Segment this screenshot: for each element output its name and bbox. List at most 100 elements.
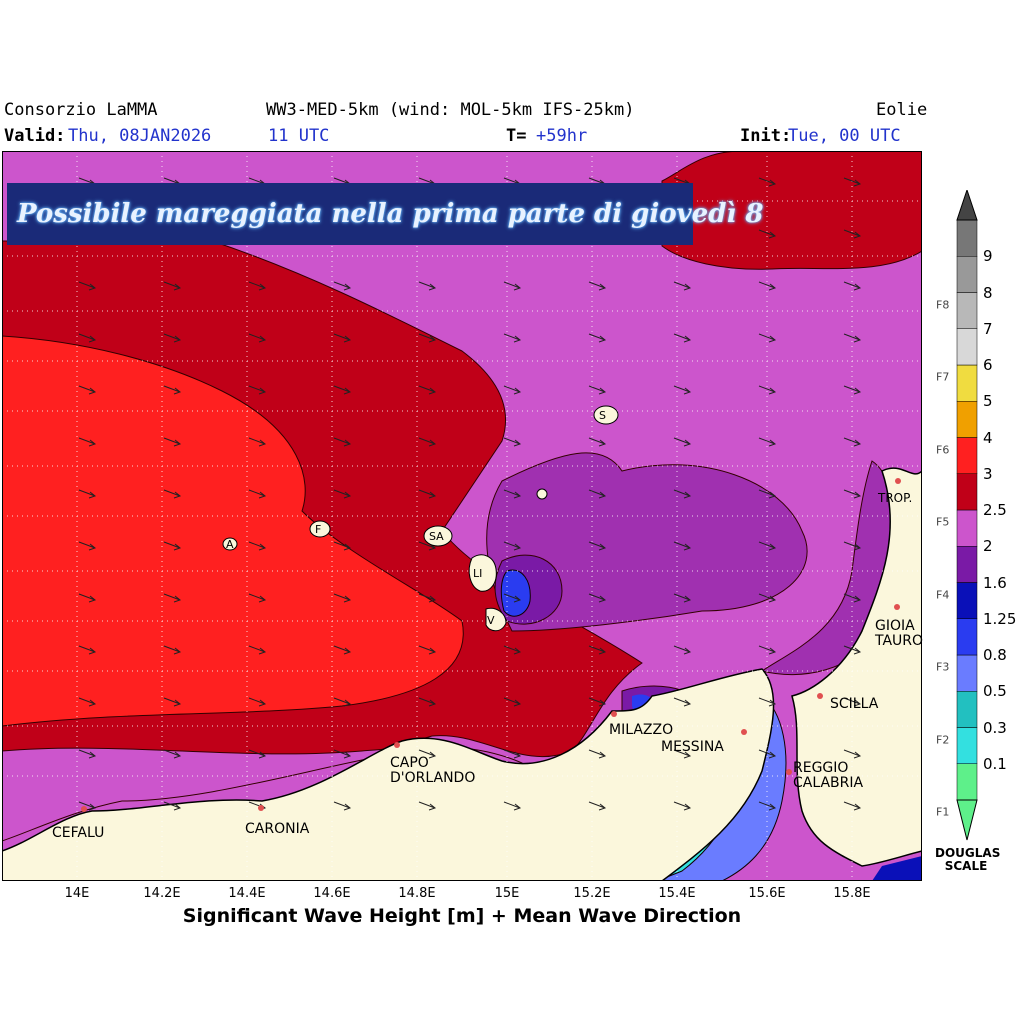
wave-arrow (333, 333, 352, 343)
wave-arrow (248, 541, 267, 551)
douglas-force-label: F8 (936, 298, 950, 311)
label-alicudi: A (226, 538, 234, 551)
wave-arrow (588, 281, 607, 291)
colorbar-swatch (956, 256, 978, 293)
colorbar-level-label: 2 (983, 537, 993, 556)
wave-arrow (758, 489, 777, 499)
wave-arrow (163, 333, 182, 343)
colorbar-swatch (956, 582, 978, 619)
wave-arrow (333, 489, 352, 499)
wave-arrow (843, 489, 862, 499)
wave-arrow (673, 281, 692, 291)
wave-arrow (248, 593, 267, 603)
wave-arrow (418, 489, 437, 499)
wave-arrow (673, 697, 692, 707)
x-tick: 14E (64, 886, 90, 901)
colorbar-swatch (956, 727, 978, 764)
aeolian-islands (222, 405, 619, 632)
wave-arrow (248, 333, 267, 343)
island-lipari (468, 554, 497, 592)
wave-arrow (78, 385, 97, 395)
graticule (2, 151, 922, 881)
colorbar-level-label: 0.8 (983, 646, 1007, 664)
x-tick: 14.6E (313, 886, 351, 901)
city-markers (81, 478, 901, 812)
island-panarea (536, 488, 548, 500)
wave-arrow (588, 385, 607, 395)
wave-arrow (248, 385, 267, 395)
x-tick: 15E (494, 886, 520, 901)
wave-arrow (78, 593, 97, 603)
wave-arrow (418, 333, 437, 343)
wave-arrow (758, 645, 777, 655)
douglas-force-label: F4 (936, 588, 950, 601)
wave-arrow (588, 437, 607, 447)
wave-arrow (758, 229, 777, 239)
douglas-force-label: F3 (936, 660, 950, 674)
wave-arrow (333, 593, 352, 603)
wave-arrow (673, 593, 692, 603)
x-tick: 15.4E (658, 886, 696, 901)
label-vulcano: V (487, 614, 495, 627)
valid-date: Thu, 08JAN2026 (68, 126, 212, 146)
wave-arrow (333, 645, 352, 655)
wave-arrow (333, 385, 352, 395)
wave-arrow (248, 645, 267, 655)
colorbar-level-label: 2.5 (983, 501, 1007, 519)
wave-arrow (248, 749, 267, 759)
colorbar-swatch (956, 763, 978, 801)
wave-arrow (588, 801, 607, 811)
colorbar-level-label: 8 (983, 283, 993, 302)
wave-arrow (843, 281, 862, 291)
colorbar-swatch (956, 546, 978, 583)
colorbar-swatch (956, 618, 978, 656)
wave-arrow (843, 593, 862, 603)
valid-label: Valid: (4, 126, 66, 146)
douglas-force-label: F7 (936, 370, 950, 384)
colorbar-level-label: 3 (983, 464, 993, 483)
wave-arrow (503, 489, 522, 499)
wave-arrow (163, 281, 182, 291)
wave-arrow (78, 333, 97, 343)
wave-arrow (333, 801, 352, 811)
colorbar-swatch (956, 328, 978, 366)
wave-arrow (78, 749, 97, 759)
wave-arrow (673, 645, 692, 655)
wave-arrow (758, 801, 777, 811)
wave-arrow (758, 177, 777, 187)
colorbar-level-label: 7 (983, 319, 993, 338)
place-gioia-tauro: GIOIA TAURO (875, 618, 924, 649)
wave-arrow (78, 437, 97, 447)
wave-arrow (418, 801, 437, 811)
wave-arrow (673, 437, 692, 447)
wave-arrow (758, 541, 777, 551)
douglas-force-label: F2 (936, 733, 950, 746)
island-salina (423, 525, 453, 547)
wave-arrow (673, 385, 692, 395)
wave-arrow (758, 749, 777, 759)
island-alicudi (222, 537, 238, 551)
colorbar-swatch (956, 691, 978, 728)
place-reggio-calabria: REGGIO CALABRIA (793, 760, 864, 791)
init-time: Tue, 00 UTC (788, 126, 901, 146)
colorbar-level-label: 0.3 (983, 718, 1007, 737)
wave-arrow (588, 645, 607, 655)
wave-height-map (2, 151, 922, 881)
init-label: Init: (740, 126, 792, 146)
forecast-step-label: T= (506, 126, 527, 146)
wave-arrow (333, 281, 352, 291)
land-sicily (2, 668, 775, 881)
valid-time: 11 UTC (268, 126, 330, 146)
colorbar-swatch (956, 292, 978, 329)
model-name: WW3-MED-5km (wind: MOL-5km IFS-25km) (266, 100, 635, 120)
colorbar-level-label: 1.25 (983, 609, 1017, 628)
wave-arrow (503, 541, 522, 551)
dark-red-patch-ne (661, 151, 922, 270)
wave-arrow (673, 749, 692, 759)
colorbar-level-label: 4 (983, 428, 993, 447)
place-capo-dorlando: CAPO D'ORLANDO (390, 755, 476, 786)
colorbar-swatch (956, 509, 978, 547)
wave-arrow (418, 437, 437, 447)
wave-arrow (248, 489, 267, 499)
island-filicudi (309, 520, 331, 538)
